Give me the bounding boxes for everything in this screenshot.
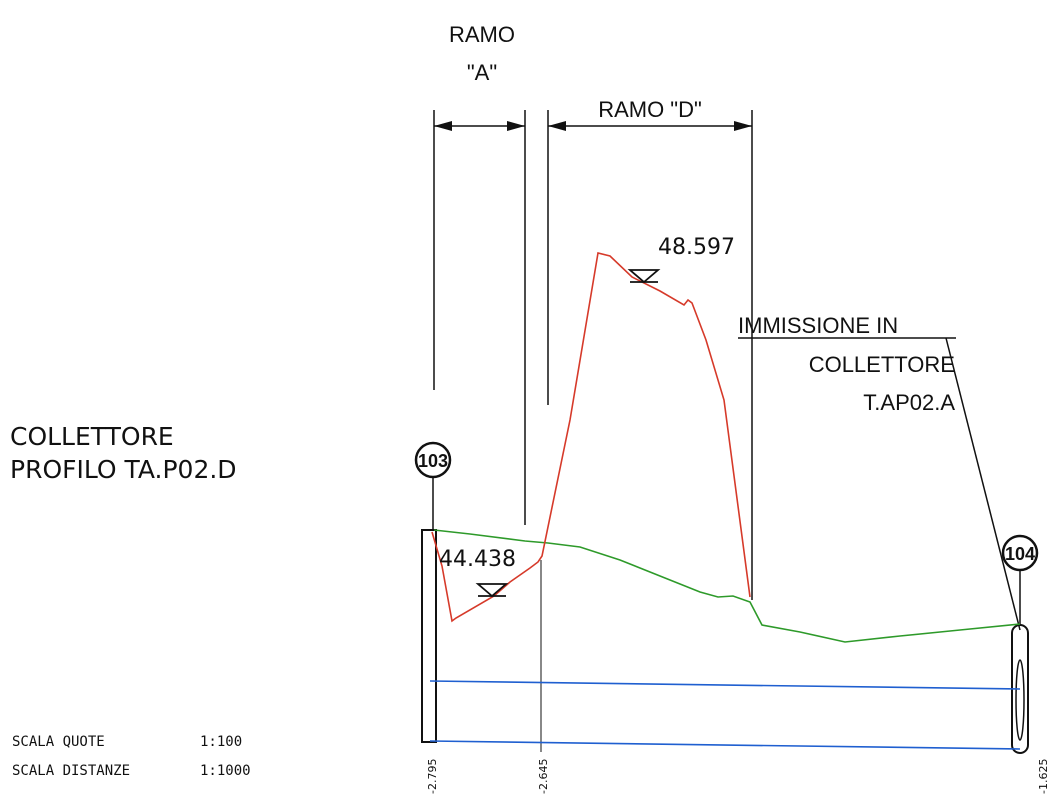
- node-104-label: 104: [1005, 544, 1035, 564]
- branch-d-arrow-right: [734, 121, 752, 131]
- depth-label-mid: -2.645: [537, 759, 550, 794]
- scale-quote-label: SCALA QUOTE: [12, 734, 105, 750]
- branch-d-arrow-left: [548, 121, 566, 131]
- water-level-high-triangle: [627, 269, 661, 284]
- node-103-label: 103: [418, 451, 448, 471]
- branch-a-dimension: [433, 110, 526, 525]
- scale-distance-value: 1:1000: [200, 763, 251, 779]
- water-level-low-marker: [475, 583, 509, 598]
- water-level-low-value: 44.438: [439, 547, 516, 572]
- title-line-2: PROFILO TA.P02.D: [10, 455, 237, 484]
- node-104: 104: [1001, 534, 1039, 754]
- immission-line-3: T.AP02.A: [863, 390, 955, 415]
- water-level-high-marker: [627, 269, 661, 284]
- ground-profile-line: [433, 529, 1021, 643]
- manhole-104-inner: [1015, 659, 1025, 741]
- scale-block: SCALA QUOTE 1:100 SCALA DISTANZE 1:1000: [12, 734, 251, 779]
- branch-a-label-line-2: "A": [467, 60, 497, 85]
- water-level-low-triangle: [475, 583, 509, 598]
- immission-line-2: COLLETTORE: [809, 352, 955, 377]
- pipe-profile-line: [431, 252, 751, 623]
- branch-a-label-line-1: RAMO: [449, 22, 515, 47]
- depth-label-left: -2.795: [426, 759, 439, 794]
- branch-a-arrow-right: [507, 121, 525, 131]
- branch-d-label: RAMO "D": [598, 97, 702, 122]
- immission-annotation: IMMISSIONE IN COLLETTORE T.AP02.A: [738, 313, 1021, 631]
- node-103: 103: [414, 441, 452, 743]
- scale-distance-label: SCALA DISTANZE: [12, 763, 130, 779]
- title-block: COLLETTORE PROFILO TA.P02.D: [10, 422, 237, 484]
- immission-leader: [945, 337, 1021, 631]
- scale-quote-value: 1:100: [200, 734, 242, 750]
- water-level-high-value: 48.597: [658, 235, 735, 260]
- reference-line-lower: [429, 740, 1021, 750]
- branch-a-arrow-left: [434, 121, 452, 131]
- manhole-103: [421, 529, 437, 743]
- immission-line-1: IMMISSIONE IN: [738, 313, 898, 338]
- depth-label-right: -1.625: [1037, 759, 1050, 794]
- title-line-1: COLLETTORE: [10, 422, 174, 451]
- reference-line-upper: [429, 680, 1021, 690]
- branch-d-dimension: [547, 110, 753, 600]
